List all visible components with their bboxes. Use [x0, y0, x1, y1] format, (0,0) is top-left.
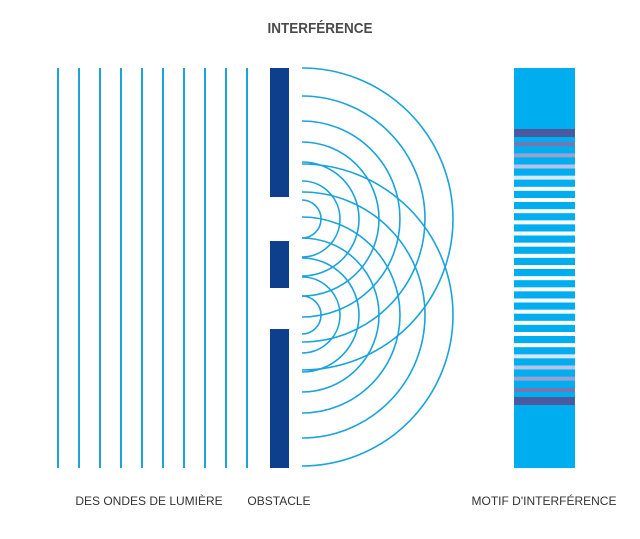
interference-fringe — [514, 142, 575, 147]
obstacle-block — [270, 68, 289, 197]
wavefront-arc — [301, 180, 341, 258]
interference-fringe — [514, 287, 575, 292]
diagram-title: INTERFÉRENCE — [267, 20, 373, 37]
interference-fringe — [514, 253, 575, 258]
interference-fringe — [514, 164, 575, 169]
interference-fringe — [514, 365, 575, 370]
interference-fringe — [514, 220, 575, 225]
interference-fringe — [514, 129, 575, 137]
wavefront-arc — [301, 163, 454, 467]
interference-fringe — [514, 198, 575, 202]
interference-fringe — [514, 175, 575, 180]
interference-fringe — [514, 186, 575, 191]
wavefront-arc — [301, 161, 360, 277]
wavefront-arc — [301, 276, 341, 354]
wavefront-arc — [301, 191, 426, 439]
wavefront-arc — [301, 120, 401, 318]
wavefront-arc — [301, 67, 454, 371]
interference-fringe — [514, 265, 575, 269]
interference-fringe — [514, 397, 575, 405]
interference-fringe — [514, 242, 575, 247]
label-light-waves: DES ONDES DE LUMIÈRE — [75, 494, 223, 508]
interference-fringe — [514, 332, 575, 336]
interference-fringe — [514, 354, 575, 359]
interference-fringe — [514, 376, 575, 381]
interference-fringe — [514, 309, 575, 314]
interference-fringe — [514, 298, 575, 303]
label-obstacle: OBSTACLE — [247, 494, 311, 508]
interference-fringe — [514, 387, 575, 392]
interference-fringe — [514, 231, 575, 236]
wavefront-arc — [301, 257, 360, 373]
wavefront-arc — [301, 295, 322, 335]
interference-fringe — [514, 153, 575, 158]
interference-fringe — [514, 276, 575, 281]
wavefront-arc — [301, 237, 380, 393]
interference-fringe — [514, 343, 575, 348]
wavefront-arc — [301, 216, 401, 414]
interference-fringe — [514, 320, 575, 325]
obstacle-block — [270, 241, 289, 288]
obstacle-block — [270, 329, 289, 468]
label-interference-pattern: MOTIF D'INTERFÉRENCE — [471, 494, 617, 508]
interference-fringe — [514, 209, 575, 214]
